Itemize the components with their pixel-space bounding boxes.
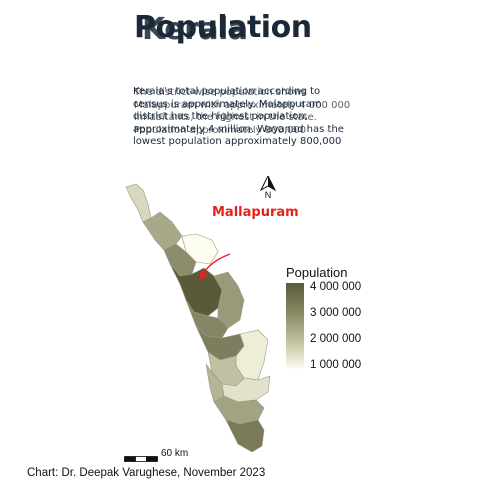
description-text-a: Kerala's total population according to c… (133, 86, 344, 147)
north-arrow-icon: N (259, 176, 277, 200)
description-text-b: The district-wise population shows Malap… (134, 87, 351, 136)
north-arrow-label: N (265, 190, 272, 200)
annotation-arrowhead (199, 270, 208, 281)
legend-colorbar (286, 283, 304, 369)
map-title: Population Kerala (128, 10, 348, 54)
title-text-b: Kerala (142, 12, 248, 47)
annotation-label: Mallapuram (212, 205, 299, 220)
legend-label-4m: 4 000 000 (310, 281, 362, 293)
scale-bar-label: 60 km (161, 448, 189, 459)
district-palakkad (213, 271, 245, 329)
district-kasaragod (125, 183, 152, 223)
scale-bar-graphic (124, 456, 158, 462)
map-description: Kerala's total population according to c… (133, 86, 353, 150)
legend-label-2m: 2 000 000 (310, 333, 362, 345)
legend-label-3m: 3 000 000 (310, 307, 362, 319)
scale-bar: 60 km (124, 448, 188, 468)
legend: Population 4 000 000 3 000 000 2 000 000… (286, 265, 386, 375)
annotation-arrow (203, 253, 231, 273)
legend-title: Population (286, 265, 348, 280)
caption: Chart: Dr. Deepak Varughese, November 20… (27, 467, 266, 479)
district-thiruvananthapuram (225, 419, 265, 453)
legend-label-1m: 1 000 000 (310, 359, 362, 371)
title-text-a: Population (134, 10, 312, 45)
